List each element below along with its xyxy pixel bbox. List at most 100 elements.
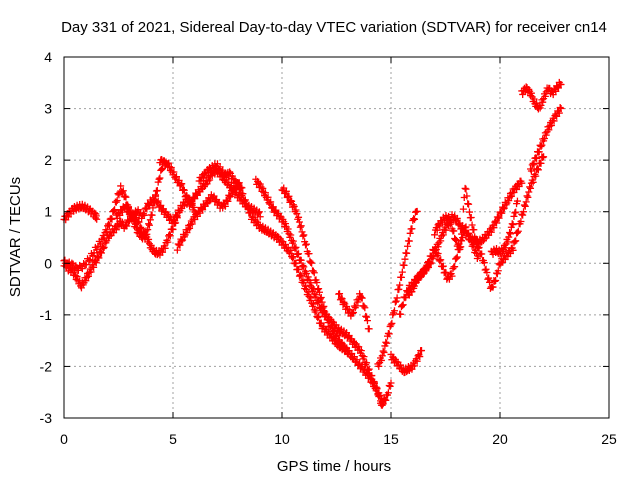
y-tick-label: 3 bbox=[44, 101, 52, 117]
series-track-e bbox=[156, 156, 199, 216]
data-point bbox=[349, 309, 357, 317]
data-point bbox=[145, 221, 153, 229]
data-point bbox=[393, 294, 401, 302]
data-point bbox=[296, 271, 304, 279]
data-point bbox=[329, 328, 337, 336]
data-point bbox=[411, 215, 419, 223]
data-point bbox=[139, 210, 147, 218]
data-point bbox=[234, 179, 242, 187]
data-point bbox=[320, 302, 328, 310]
y-axis-title: SDTVAR / TECUs bbox=[7, 177, 24, 297]
data-point bbox=[307, 279, 315, 287]
data-point bbox=[93, 215, 101, 223]
series-track-o bbox=[431, 153, 548, 292]
data-point bbox=[428, 252, 436, 260]
data-point bbox=[431, 231, 439, 239]
data-point bbox=[416, 353, 424, 361]
data-point bbox=[156, 174, 164, 182]
data-point bbox=[556, 104, 564, 112]
data-point bbox=[310, 269, 318, 277]
data-point bbox=[309, 267, 317, 275]
data-point bbox=[121, 192, 129, 200]
data-point bbox=[513, 197, 521, 205]
data-point bbox=[140, 211, 148, 219]
data-point bbox=[287, 246, 295, 254]
data-point bbox=[387, 379, 395, 387]
data-point bbox=[256, 213, 264, 221]
data-point bbox=[534, 166, 542, 174]
data-point bbox=[532, 172, 540, 180]
data-point bbox=[282, 187, 290, 195]
data-point bbox=[524, 193, 532, 201]
data-point bbox=[111, 206, 119, 214]
data-point bbox=[403, 249, 411, 257]
data-point bbox=[146, 216, 154, 224]
data-point bbox=[110, 207, 118, 215]
data-point bbox=[352, 302, 360, 310]
y-tick-label: 4 bbox=[44, 49, 52, 65]
data-point bbox=[299, 232, 307, 240]
data-point bbox=[358, 294, 366, 302]
data-point bbox=[99, 244, 107, 252]
data-point bbox=[317, 293, 325, 301]
data-point bbox=[487, 228, 495, 236]
data-point bbox=[378, 401, 386, 409]
data-point bbox=[221, 202, 229, 210]
data-point bbox=[173, 214, 181, 222]
data-point bbox=[363, 359, 371, 367]
data-point bbox=[97, 249, 105, 257]
data-point bbox=[287, 231, 295, 239]
data-point bbox=[226, 168, 234, 176]
data-point bbox=[376, 392, 384, 400]
data-point bbox=[305, 250, 313, 258]
data-point bbox=[425, 259, 433, 267]
data-point bbox=[362, 312, 370, 320]
data-point bbox=[399, 301, 407, 309]
data-point bbox=[206, 176, 214, 184]
data-point bbox=[187, 198, 195, 206]
data-point bbox=[297, 222, 305, 230]
data-point bbox=[474, 244, 482, 252]
data-point bbox=[340, 298, 348, 306]
data-point bbox=[267, 198, 275, 206]
data-point bbox=[499, 205, 507, 213]
data-point bbox=[82, 277, 90, 285]
data-point bbox=[74, 266, 82, 274]
data-point bbox=[442, 226, 450, 234]
data-point bbox=[92, 259, 100, 267]
data-point bbox=[405, 237, 413, 245]
data-point bbox=[155, 175, 163, 183]
data-point bbox=[450, 227, 458, 235]
data-point bbox=[295, 213, 303, 221]
data-point bbox=[151, 199, 159, 207]
data-point bbox=[436, 257, 444, 265]
data-point bbox=[434, 249, 442, 257]
data-point bbox=[309, 300, 317, 308]
data-point bbox=[442, 269, 450, 277]
data-point bbox=[506, 230, 514, 238]
data-point bbox=[512, 208, 520, 216]
grid bbox=[64, 57, 609, 418]
data-point bbox=[119, 187, 127, 195]
y-tick-label: -1 bbox=[40, 307, 53, 323]
data-point bbox=[458, 230, 466, 238]
data-point bbox=[386, 382, 394, 390]
data-point bbox=[410, 215, 418, 223]
data-point bbox=[495, 214, 503, 222]
data-point bbox=[264, 193, 272, 201]
data-point bbox=[526, 183, 534, 191]
data-point bbox=[117, 182, 125, 190]
series-track-l bbox=[387, 347, 426, 377]
data-point bbox=[307, 258, 315, 266]
data-point bbox=[494, 213, 502, 221]
data-point bbox=[188, 220, 196, 228]
data-point bbox=[538, 141, 546, 149]
data-point bbox=[297, 256, 305, 264]
data-point bbox=[302, 240, 310, 248]
data-point bbox=[404, 242, 412, 250]
data-point bbox=[452, 236, 460, 244]
data-point bbox=[355, 343, 363, 351]
data-point bbox=[529, 159, 537, 167]
